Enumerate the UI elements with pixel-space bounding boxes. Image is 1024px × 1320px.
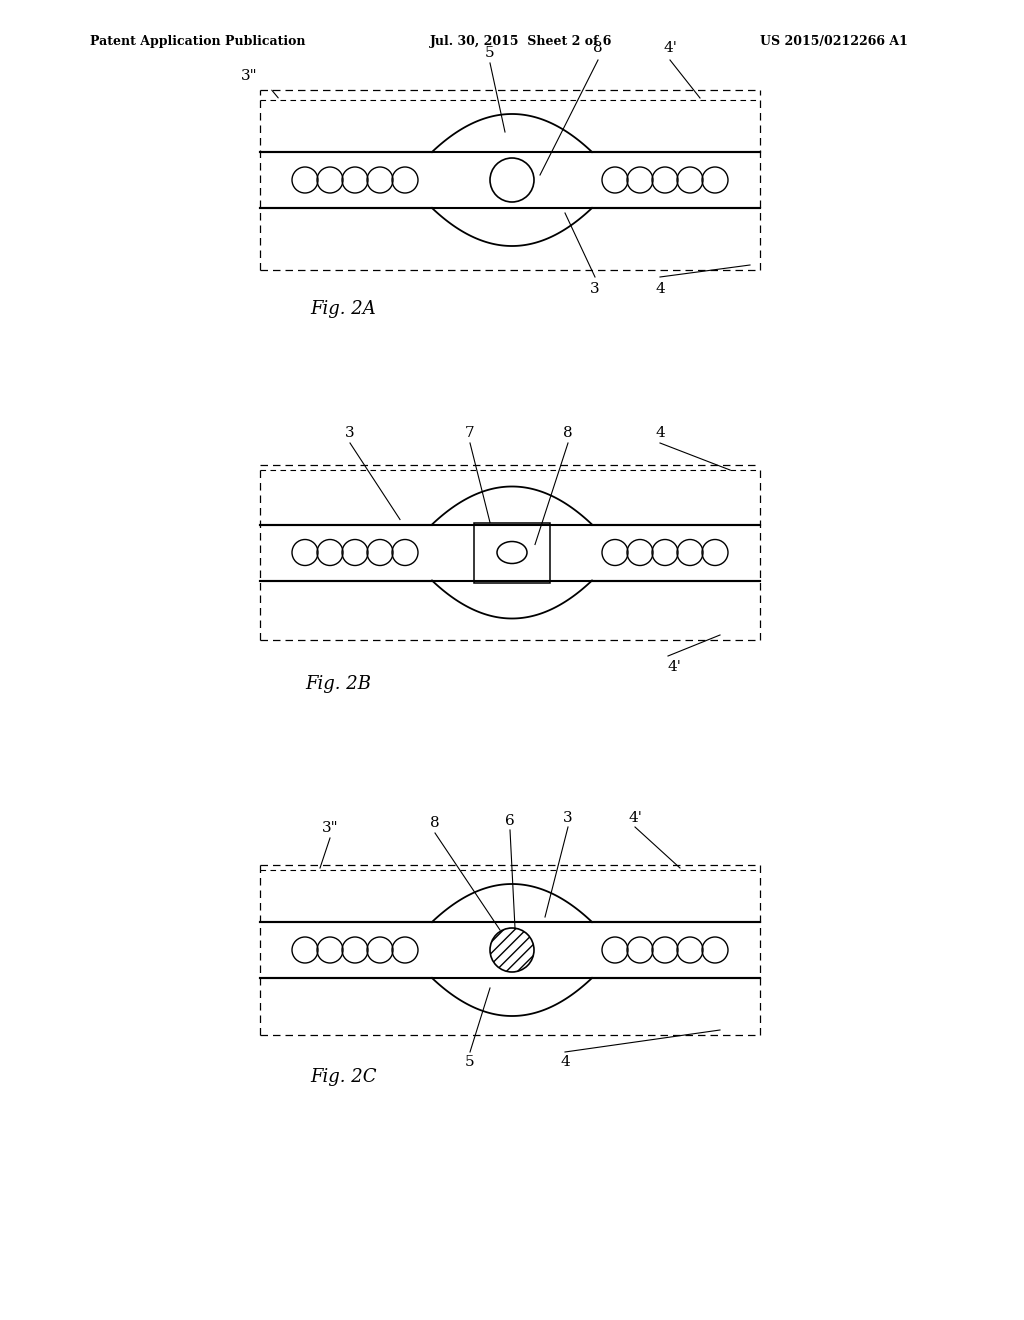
Text: 4': 4' [664,41,677,55]
Text: Fig. 2B: Fig. 2B [305,675,371,693]
Text: 4: 4 [655,426,665,440]
Text: 8: 8 [430,816,440,830]
Text: 4: 4 [655,282,665,296]
Text: 8: 8 [563,426,572,440]
Text: 5: 5 [485,46,495,59]
Text: Fig. 2C: Fig. 2C [310,1068,377,1086]
Text: 7: 7 [465,426,475,440]
Text: 4: 4 [560,1055,570,1069]
Circle shape [490,928,534,972]
Text: 3": 3" [242,69,258,83]
Text: Patent Application Publication: Patent Application Publication [90,36,305,48]
Text: 4': 4' [668,660,682,675]
Text: Fig. 2A: Fig. 2A [310,300,376,318]
Text: 5: 5 [465,1055,475,1069]
Text: 3: 3 [563,810,572,825]
Text: 3: 3 [590,282,600,296]
Text: 4': 4' [628,810,642,825]
Text: Jul. 30, 2015  Sheet 2 of 6: Jul. 30, 2015 Sheet 2 of 6 [430,36,612,48]
Text: 6: 6 [505,814,515,828]
Text: 3: 3 [345,426,354,440]
Text: 8: 8 [593,41,603,55]
Bar [474,523,550,582]
Text: US 2015/0212266 A1: US 2015/0212266 A1 [760,36,908,48]
Text: 3": 3" [322,821,338,836]
